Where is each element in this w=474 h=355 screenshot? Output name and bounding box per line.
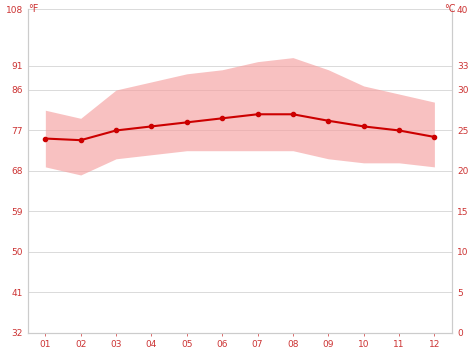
- Text: °F: °F: [28, 4, 38, 15]
- Text: °C: °C: [445, 4, 456, 15]
